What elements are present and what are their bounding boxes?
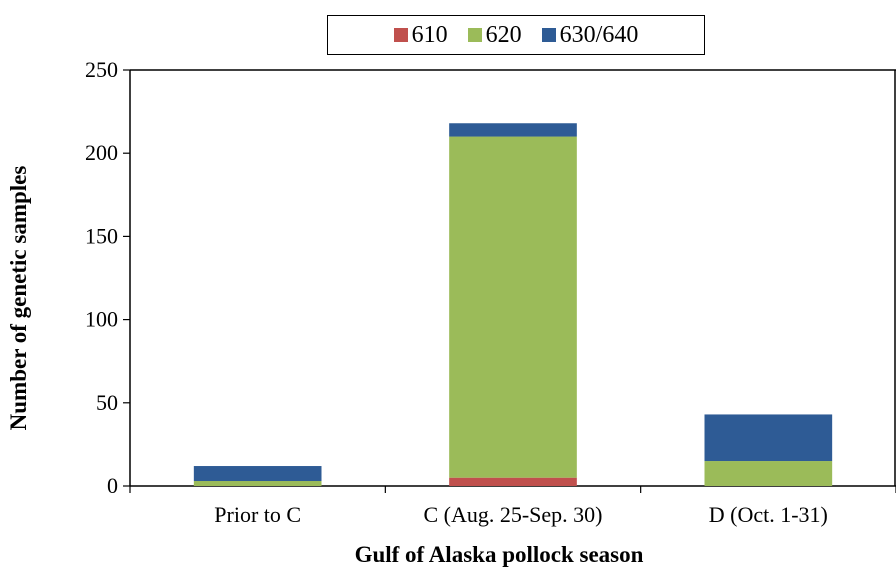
x-tick-label: Prior to C (214, 502, 301, 527)
legend-item: 620 (467, 21, 522, 49)
legend-label: 630/640 (559, 21, 639, 48)
legend-swatch (541, 28, 556, 42)
y-tick-label: 100 (85, 307, 118, 332)
x-tick-label: D (Oct. 1-31) (709, 502, 828, 527)
bar-630-640-0 (193, 466, 322, 482)
legend-item: 630/640 (541, 21, 639, 49)
x-tick-label: C (Aug. 25-Sep. 30) (423, 502, 602, 527)
y-tick-label: 50 (96, 390, 118, 415)
legend-label: 620 (485, 21, 522, 48)
bar-620-2 (704, 461, 833, 486)
legend-swatch (467, 28, 482, 42)
legend-item: 610 (393, 21, 448, 49)
bar-630-640-2 (704, 414, 833, 462)
y-tick-label: 250 (85, 57, 118, 82)
bar-630-640-1 (449, 123, 577, 137)
legend-label: 610 (411, 21, 448, 48)
y-tick-label: 150 (85, 223, 118, 248)
bar-620-0 (193, 481, 322, 486)
y-tick-label: 200 (85, 140, 118, 165)
legend: 610 620 630/640 (327, 15, 705, 55)
bar-610-1 (449, 477, 577, 486)
legend-swatch (393, 28, 408, 42)
y-tick-label: 0 (107, 473, 118, 498)
bar-620-1 (449, 136, 577, 478)
x-axis-title: Gulf of Alaska pollock season (355, 542, 644, 567)
y-axis-title: Number of genetic samples (6, 166, 31, 431)
